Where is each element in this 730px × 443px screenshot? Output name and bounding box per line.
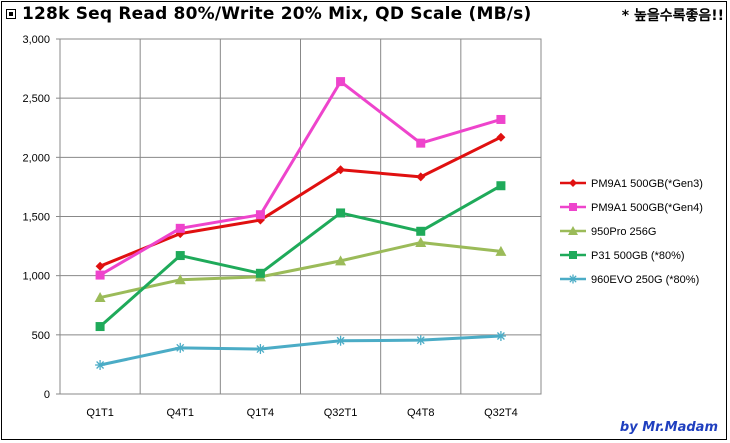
y-tick-label: 2,500 [22, 93, 50, 105]
title-bar: 128k Seq Read 80%/Write 20% Mix, QD Scal… [6, 4, 531, 24]
higher-is-better-note: * 높을수록좋음!! [621, 8, 724, 24]
legend-item: 960EVO 250G (*80%) [560, 274, 699, 286]
data-point [569, 203, 577, 211]
data-point [336, 165, 346, 175]
data-point [415, 335, 426, 346]
y-tick-label: 1,500 [22, 212, 50, 224]
data-point [95, 270, 105, 280]
y-tick-label: 2,000 [22, 152, 50, 164]
series-line [99, 135, 502, 268]
x-tick-label: Q32T1 [324, 407, 358, 419]
data-point [336, 77, 346, 87]
data-point [175, 223, 185, 233]
data-point [336, 208, 346, 218]
series-3 [95, 181, 506, 332]
data-point [335, 255, 347, 266]
legend-item: 950Pro 256G [560, 226, 656, 238]
data-point [255, 344, 266, 355]
data-point [94, 292, 106, 303]
data-point [175, 251, 185, 261]
series-line [99, 184, 502, 328]
legend-label: PM9A1 500GB(*Gen3) [591, 178, 703, 190]
y-tick-label: 1,000 [22, 271, 50, 283]
data-point [496, 132, 506, 142]
x-tick-label: Q32T4 [484, 407, 518, 419]
data-point [174, 274, 186, 285]
series-line [99, 80, 502, 277]
square-bullet-icon [6, 9, 16, 19]
y-tick-label: 500 [32, 330, 50, 342]
data-point [568, 226, 578, 235]
x-tick-label: Q4T1 [166, 407, 194, 419]
data-point [335, 335, 346, 346]
legend-item: PM9A1 500GB(*Gen4) [560, 202, 703, 214]
x-tick-label: Q4T8 [407, 407, 435, 419]
data-point [255, 268, 265, 278]
y-tick-label: 3,000 [22, 34, 50, 46]
legend-label: P31 500GB (*80%) [591, 250, 685, 262]
x-tick-label: Q1T4 [247, 407, 275, 419]
data-point [175, 342, 186, 353]
data-point [95, 261, 105, 271]
data-point [569, 179, 577, 187]
data-point [95, 322, 105, 332]
series-2 [94, 237, 507, 303]
data-point [415, 237, 427, 248]
data-point [495, 331, 506, 342]
data-point [95, 360, 106, 371]
data-point [495, 245, 507, 256]
series-4 [95, 331, 506, 371]
chart-title: 128k Seq Read 80%/Write 20% Mix, QD Scal… [22, 4, 532, 24]
data-point [568, 274, 578, 284]
data-point [255, 210, 265, 220]
series-1 [95, 77, 506, 280]
data-point [416, 138, 426, 148]
series-line [99, 241, 502, 300]
data-point [569, 251, 577, 259]
legend-label: 960EVO 250G (*80%) [591, 274, 699, 286]
legend-item: PM9A1 500GB(*Gen3) [560, 178, 703, 190]
data-point [416, 172, 426, 182]
x-tick-label: Q1T1 [86, 407, 114, 419]
data-point [496, 114, 506, 124]
legend-item: P31 500GB (*80%) [560, 250, 685, 262]
data-point [416, 226, 426, 236]
legend-label: 950Pro 256G [591, 226, 656, 238]
author-credit: by Mr.Madam [619, 420, 718, 435]
legend-label: PM9A1 500GB(*Gen4) [591, 202, 703, 214]
data-point [496, 181, 506, 191]
y-tick-label: 0 [44, 389, 50, 401]
series-line [99, 334, 501, 367]
